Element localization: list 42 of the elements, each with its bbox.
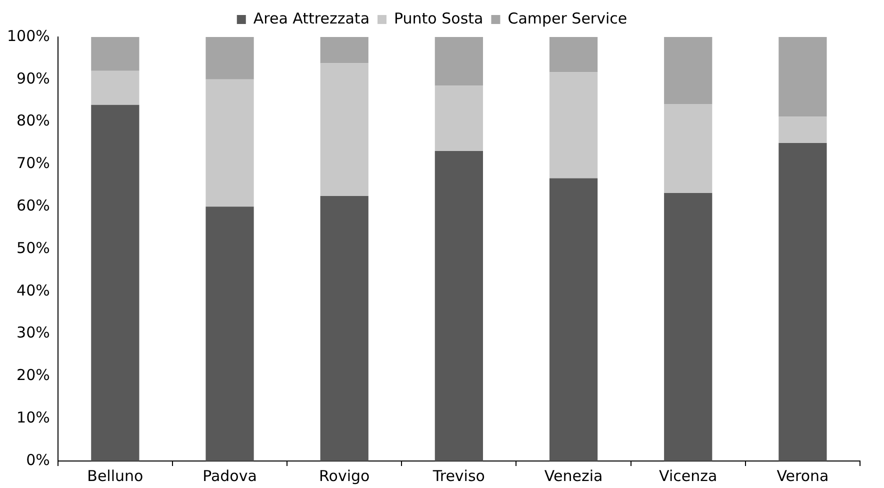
- bar: [778, 143, 827, 461]
- bar: [91, 70, 140, 105]
- bar: [206, 206, 254, 461]
- bar: [549, 178, 598, 461]
- legend-label: Punto Sosta: [394, 9, 484, 28]
- bar: [434, 151, 484, 461]
- y-tick-label: 70%: [16, 154, 50, 172]
- bar: [91, 37, 140, 71]
- bar: [206, 79, 254, 207]
- y-tick-label: 40%: [16, 281, 50, 300]
- x-tick-label: Padova: [202, 466, 257, 485]
- legend-label: Area Attrezzata: [253, 9, 370, 28]
- x-tick-label: Verona: [776, 466, 829, 485]
- bar: [320, 196, 368, 461]
- bar: [664, 37, 712, 104]
- bar: [549, 72, 598, 178]
- y-tick-label: 10%: [16, 408, 50, 426]
- x-tick-label: Rovigo: [319, 466, 370, 485]
- bar: [664, 104, 712, 194]
- bar: [549, 37, 598, 72]
- bar: [434, 86, 484, 152]
- legend-label: Camper Service: [508, 9, 628, 28]
- bar: [664, 193, 712, 461]
- y-tick-label: 80%: [16, 112, 50, 130]
- x-tick-label: Venezia: [544, 466, 603, 485]
- bar: [778, 37, 827, 117]
- bar: [434, 37, 484, 86]
- bar: [320, 63, 368, 196]
- y-tick-label: 30%: [16, 324, 50, 342]
- y-tick-label: 50%: [16, 238, 50, 257]
- bar: [91, 104, 140, 461]
- x-tick-label: Treviso: [432, 466, 485, 485]
- bar: [206, 37, 254, 80]
- y-tick-label: 20%: [16, 366, 50, 384]
- y-tick-label: 90%: [16, 69, 50, 88]
- x-tick-label: Vicenza: [659, 466, 718, 485]
- bar: [320, 37, 368, 64]
- bar: [778, 116, 827, 143]
- y-tick-label: 60%: [16, 196, 50, 214]
- x-tick-label: Belluno: [87, 466, 144, 485]
- y-tick-label: 100%: [6, 26, 50, 45]
- y-tick-label: 0%: [26, 450, 50, 469]
